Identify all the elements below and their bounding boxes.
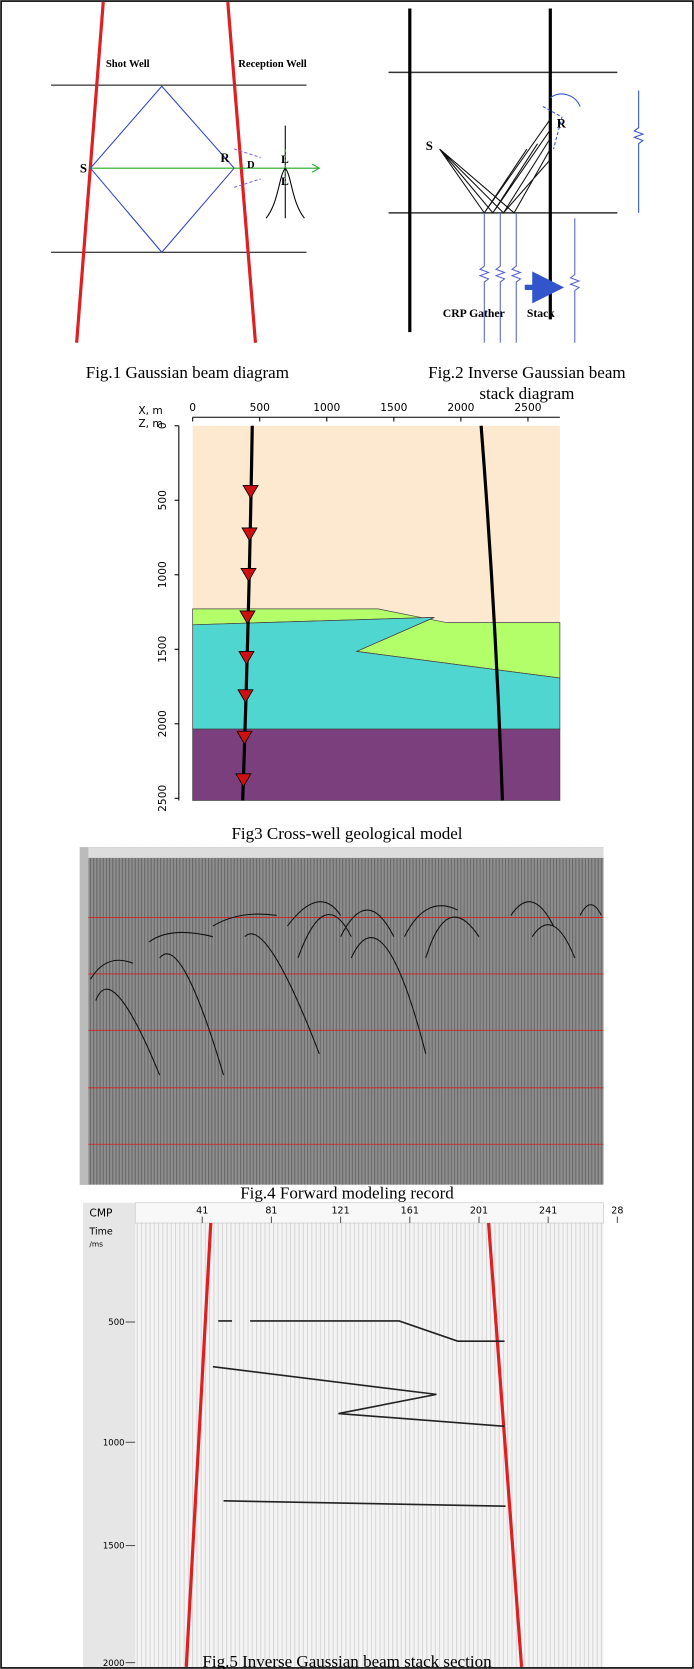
shot-well	[184, 1222, 213, 1667]
receiver	[241, 527, 258, 542]
rays	[439, 118, 551, 214]
label: D	[247, 160, 255, 171]
x-tick-label: 161	[401, 1205, 419, 1216]
label: Stack	[527, 307, 555, 320]
y-tick-label: 0	[156, 422, 169, 429]
label: CRP Gather	[443, 307, 505, 320]
caption: stack diagram	[479, 384, 574, 403]
record	[79, 847, 604, 1185]
cmp-header	[134, 1202, 604, 1224]
axis-label: X, m	[138, 404, 162, 417]
x-tick-label: 81	[265, 1205, 277, 1216]
axis-label: /ms	[89, 1239, 103, 1248]
reception-well	[479, 425, 504, 801]
wavelet	[632, 90, 645, 213]
wavelets	[478, 212, 581, 343]
section	[135, 1223, 604, 1667]
beam-width	[234, 148, 261, 188]
y-tick-label: 2000	[103, 1659, 125, 1669]
trace-header	[79, 847, 604, 858]
y-tick-label: 1500	[103, 1542, 125, 1552]
y-tick-label: 500	[156, 490, 169, 511]
y-tick-label: 2000	[156, 710, 169, 737]
y-tick-label: 1000	[103, 1438, 125, 1448]
fig1: Shot Well Reception Well S R D L L Fig.1…	[51, 1, 319, 382]
time-lines	[88, 917, 604, 1145]
fig2: S R CRP Gather Stack Fig.2 Inverse Gauss…	[388, 8, 645, 403]
x-tick-label: 201	[470, 1205, 488, 1216]
x-tick-label: 1000	[313, 401, 340, 414]
caption: Fig.4 Forward modeling record	[240, 1184, 454, 1203]
receiver	[237, 689, 254, 704]
label: L	[281, 153, 289, 166]
x-tick-label: 121	[331, 1205, 349, 1216]
reflectors	[212, 1320, 506, 1507]
label: S	[426, 139, 433, 153]
label: R	[220, 151, 230, 165]
receiver	[235, 773, 252, 788]
x-tick-label: 241	[539, 1205, 557, 1216]
caption: Fig.2 Inverse Gaussian beam	[428, 363, 626, 382]
fig5: CMP Time /ms Fig.5 Inverse Gaussian beam…	[83, 1202, 623, 1669]
layer-purple	[192, 728, 561, 801]
events	[90, 901, 602, 1076]
caption: Fig3 Cross-well geological model	[231, 824, 462, 843]
reception-well	[226, 1, 258, 343]
receiver	[240, 567, 257, 583]
x-tick-label: 28	[611, 1205, 623, 1216]
label: Shot Well	[106, 59, 150, 70]
receiver	[238, 650, 255, 666]
y-tick-label: 500	[108, 1318, 124, 1328]
receiver	[236, 730, 253, 745]
axis-label: Z, m	[138, 417, 162, 430]
x-tick-label: 41	[196, 1205, 208, 1216]
axis-label: Time	[88, 1227, 113, 1238]
y-tick-label: 1500	[156, 636, 169, 663]
x-tick-label: 0	[189, 401, 196, 414]
wavefront	[549, 93, 581, 107]
label: Reception Well	[238, 59, 307, 70]
receiver	[242, 484, 259, 499]
shot-well	[75, 2, 105, 343]
axis-label: CMP	[89, 1207, 113, 1220]
x-tick-label: 2000	[447, 401, 474, 414]
label: R	[557, 117, 567, 131]
x-tick-label: 1500	[380, 401, 407, 414]
y-tick-label: 2500	[156, 785, 169, 812]
x-tick-label: 500	[250, 401, 271, 414]
fig3: X, m Z, m Fig3 Cross-well geological mod…	[138, 401, 561, 843]
fig4: Fig.4 Forward modeling record	[79, 847, 604, 1203]
caption: Fig.5 Inverse Gaussian beam stack sectio…	[202, 1652, 492, 1669]
label: L	[281, 175, 289, 188]
label: S	[80, 161, 87, 175]
x-tick-label: 2500	[514, 401, 541, 414]
ray-diamond	[89, 85, 235, 254]
receiver	[239, 610, 256, 625]
caption: Fig.1 Gaussian beam diagram	[86, 363, 289, 382]
y-tick-label: 1000	[156, 561, 169, 588]
reception-well	[486, 1222, 524, 1667]
time-header	[79, 847, 89, 1185]
beam	[542, 105, 563, 150]
